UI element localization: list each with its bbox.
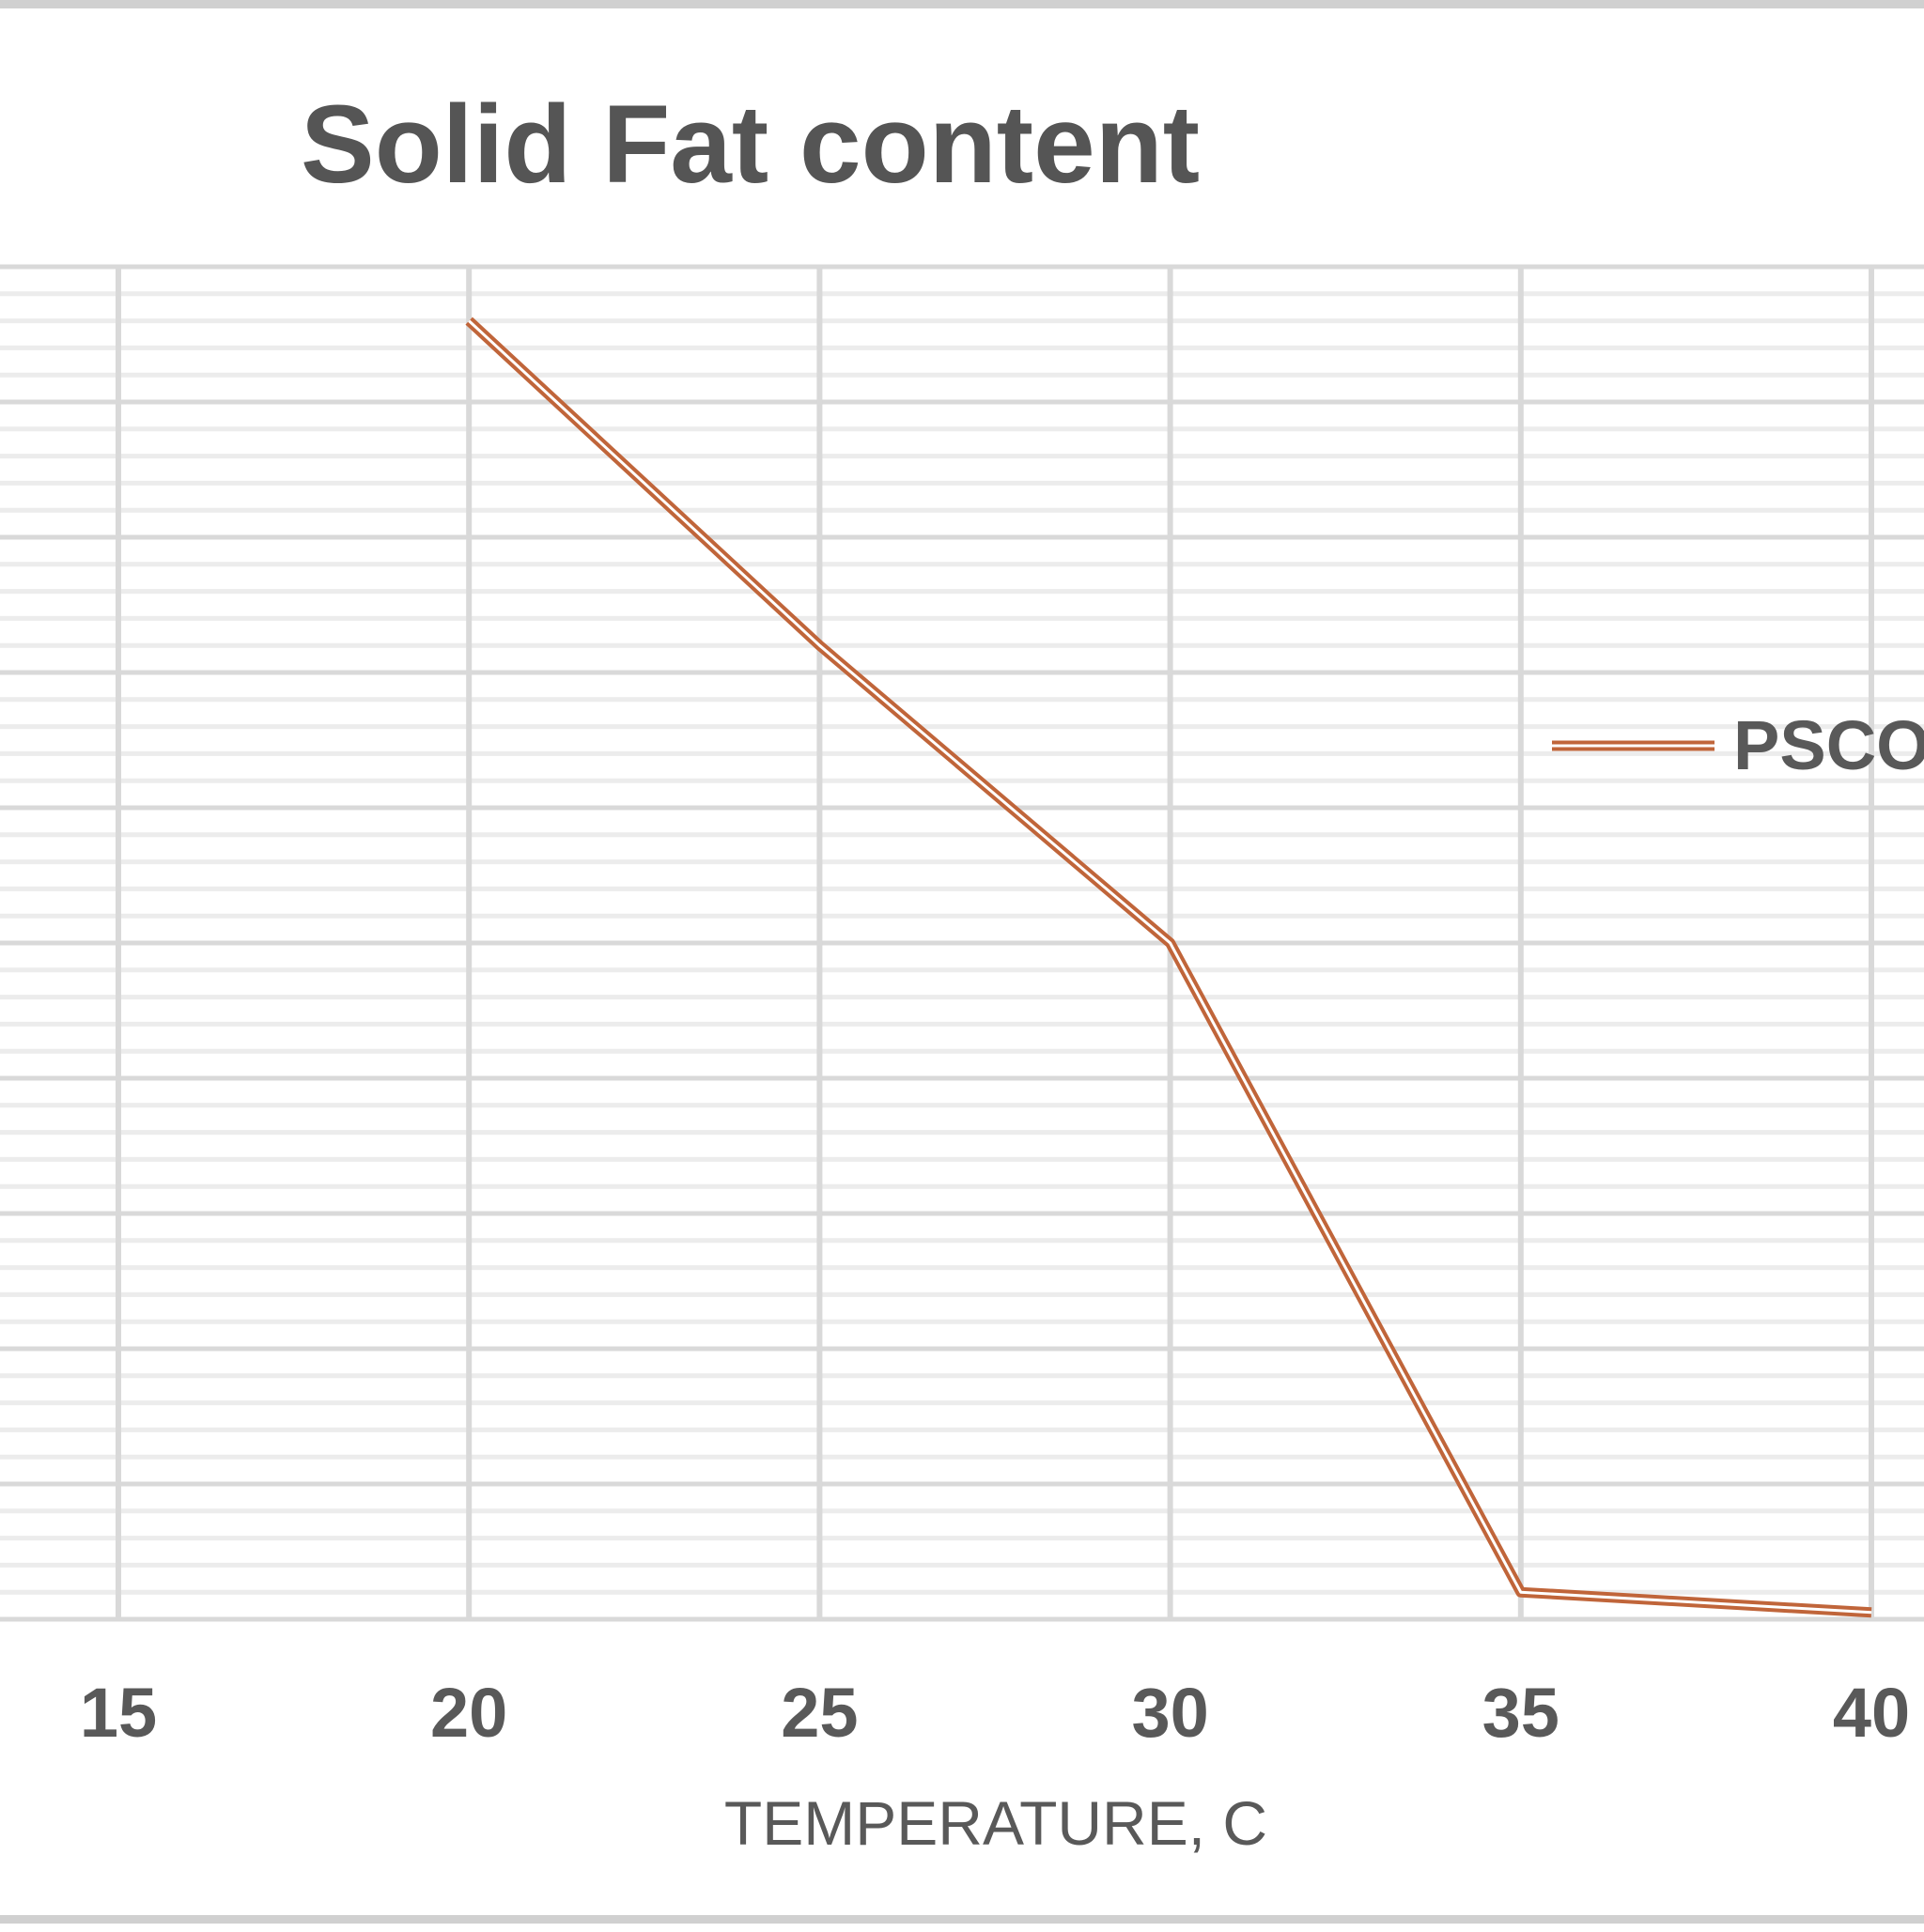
legend[interactable]: PSCO: [1552, 706, 1924, 784]
x-tick-label: 40: [1833, 1674, 1910, 1752]
x-tick-label: 15: [80, 1674, 157, 1752]
x-tick-label: 30: [1131, 1674, 1208, 1752]
major-gridlines: [0, 267, 1924, 1619]
legend-label-psco: PSCO: [1733, 706, 1924, 784]
chart-title: Solid Fat content: [301, 83, 1200, 207]
x-tick-label: 20: [430, 1674, 507, 1752]
x-tick-label: 35: [1482, 1674, 1559, 1752]
line-chart: 15 20 25 30 35 40 Solid Fat content TEMPERATU…: [0, 8, 1924, 1932]
x-tick-label: 25: [781, 1674, 858, 1752]
x-tick-labels: 15 20 25 30 35 40: [80, 1674, 1910, 1752]
x-axis-title: TEMPERATURE, C: [724, 1788, 1267, 1858]
